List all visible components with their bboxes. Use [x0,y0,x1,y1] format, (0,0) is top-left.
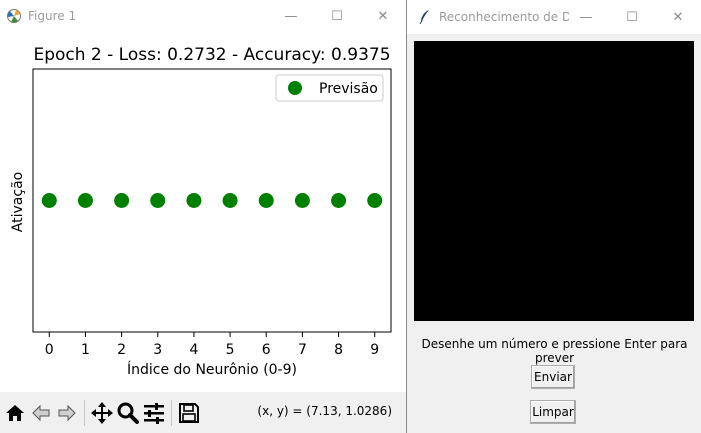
data-point [258,193,274,208]
data-point [114,193,130,208]
plot-area[interactable]: Epoch 2 - Loss: 0.2732 - Accuracy: 0.937… [0,32,406,392]
x-tick-label: 6 [262,342,271,358]
toolbar-separator [171,399,172,426]
close-button[interactable]: ✕ [672,9,684,25]
configure-subplots-button[interactable] [141,399,167,427]
figure-window: Figure 1 — ☐ ✕ Epoch 2 - Loss: 0.2732 - … [0,0,406,433]
minimize-button[interactable]: — [284,8,298,24]
y-axis-label: Ativação [10,172,26,232]
zoom-button[interactable] [115,399,141,427]
home-button[interactable] [2,399,28,427]
data-point [294,193,310,208]
x-tick-label: 4 [189,342,198,358]
data-point [331,193,347,208]
window-title: Reconhecimento de D... [439,10,569,24]
submit-button[interactable]: Enviar [531,365,575,389]
scatter-points [41,193,383,208]
back-button[interactable] [28,399,54,427]
window-title: Figure 1 [28,9,77,23]
home-icon [6,404,24,421]
x-tick-label: 5 [226,342,235,358]
pan-button[interactable] [89,399,115,427]
cursor-coordinates: (x, y) = (7.13, 1.0286) [257,404,392,418]
feather-icon [419,10,429,25]
x-tick-label: 7 [298,342,307,358]
clear-button[interactable]: Limpar [530,400,576,424]
maximize-button[interactable]: ☐ [626,9,638,25]
x-tick-label: 0 [45,342,54,358]
save-button[interactable] [176,399,202,427]
data-point [41,193,57,208]
app-window: Reconhecimento de D... — ☐ ✕ Desenhe um … [406,0,701,433]
forward-arrow-icon [58,404,76,421]
chart-title: Epoch 2 - Loss: 0.2732 - Accuracy: 0.937… [33,45,390,65]
data-point [222,193,238,208]
legend-marker [288,81,302,95]
zoom-magnifier-icon [117,402,139,424]
x-tick-label: 1 [81,342,90,358]
instruction-label: Desenhe um número e pressione Enter para… [421,337,688,365]
data-point [150,193,166,208]
chart: Epoch 2 - Loss: 0.2732 - Accuracy: 0.937… [10,45,392,378]
figure-titlebar[interactable]: Figure 1 — ☐ ✕ [0,0,406,32]
back-arrow-icon [32,404,50,421]
app-titlebar[interactable]: Reconhecimento de D... — ☐ ✕ [407,0,701,34]
legend: Previsão [275,74,384,102]
close-button[interactable]: ✕ [377,8,389,24]
maximize-button[interactable]: ☐ [331,8,343,24]
x-tick-label: 9 [370,342,379,358]
matplotlib-logo-icon [7,9,21,23]
x-tick-label: 8 [334,342,343,358]
configure-subplots-icon [144,402,164,424]
data-point [77,193,93,208]
pan-move-icon [91,401,113,424]
minimize-button[interactable]: — [579,9,593,25]
save-floppy-icon [179,402,199,423]
x-tick-group: 0 1 2 3 4 5 6 7 8 9 [45,332,379,358]
x-axis-label: Índice do Neurônio (0-9) [127,361,297,378]
navigation-toolbar: (x, y) = (7.13, 1.0286) [0,392,406,433]
forward-button[interactable] [54,399,80,427]
x-tick-label: 2 [117,342,126,358]
toolbar-separator [84,399,85,426]
legend-label: Previsão [319,81,378,97]
x-tick-label: 3 [153,342,162,358]
legend-box [275,74,384,102]
data-point [367,193,383,208]
data-point [186,193,202,208]
drawing-canvas[interactable] [414,41,694,321]
